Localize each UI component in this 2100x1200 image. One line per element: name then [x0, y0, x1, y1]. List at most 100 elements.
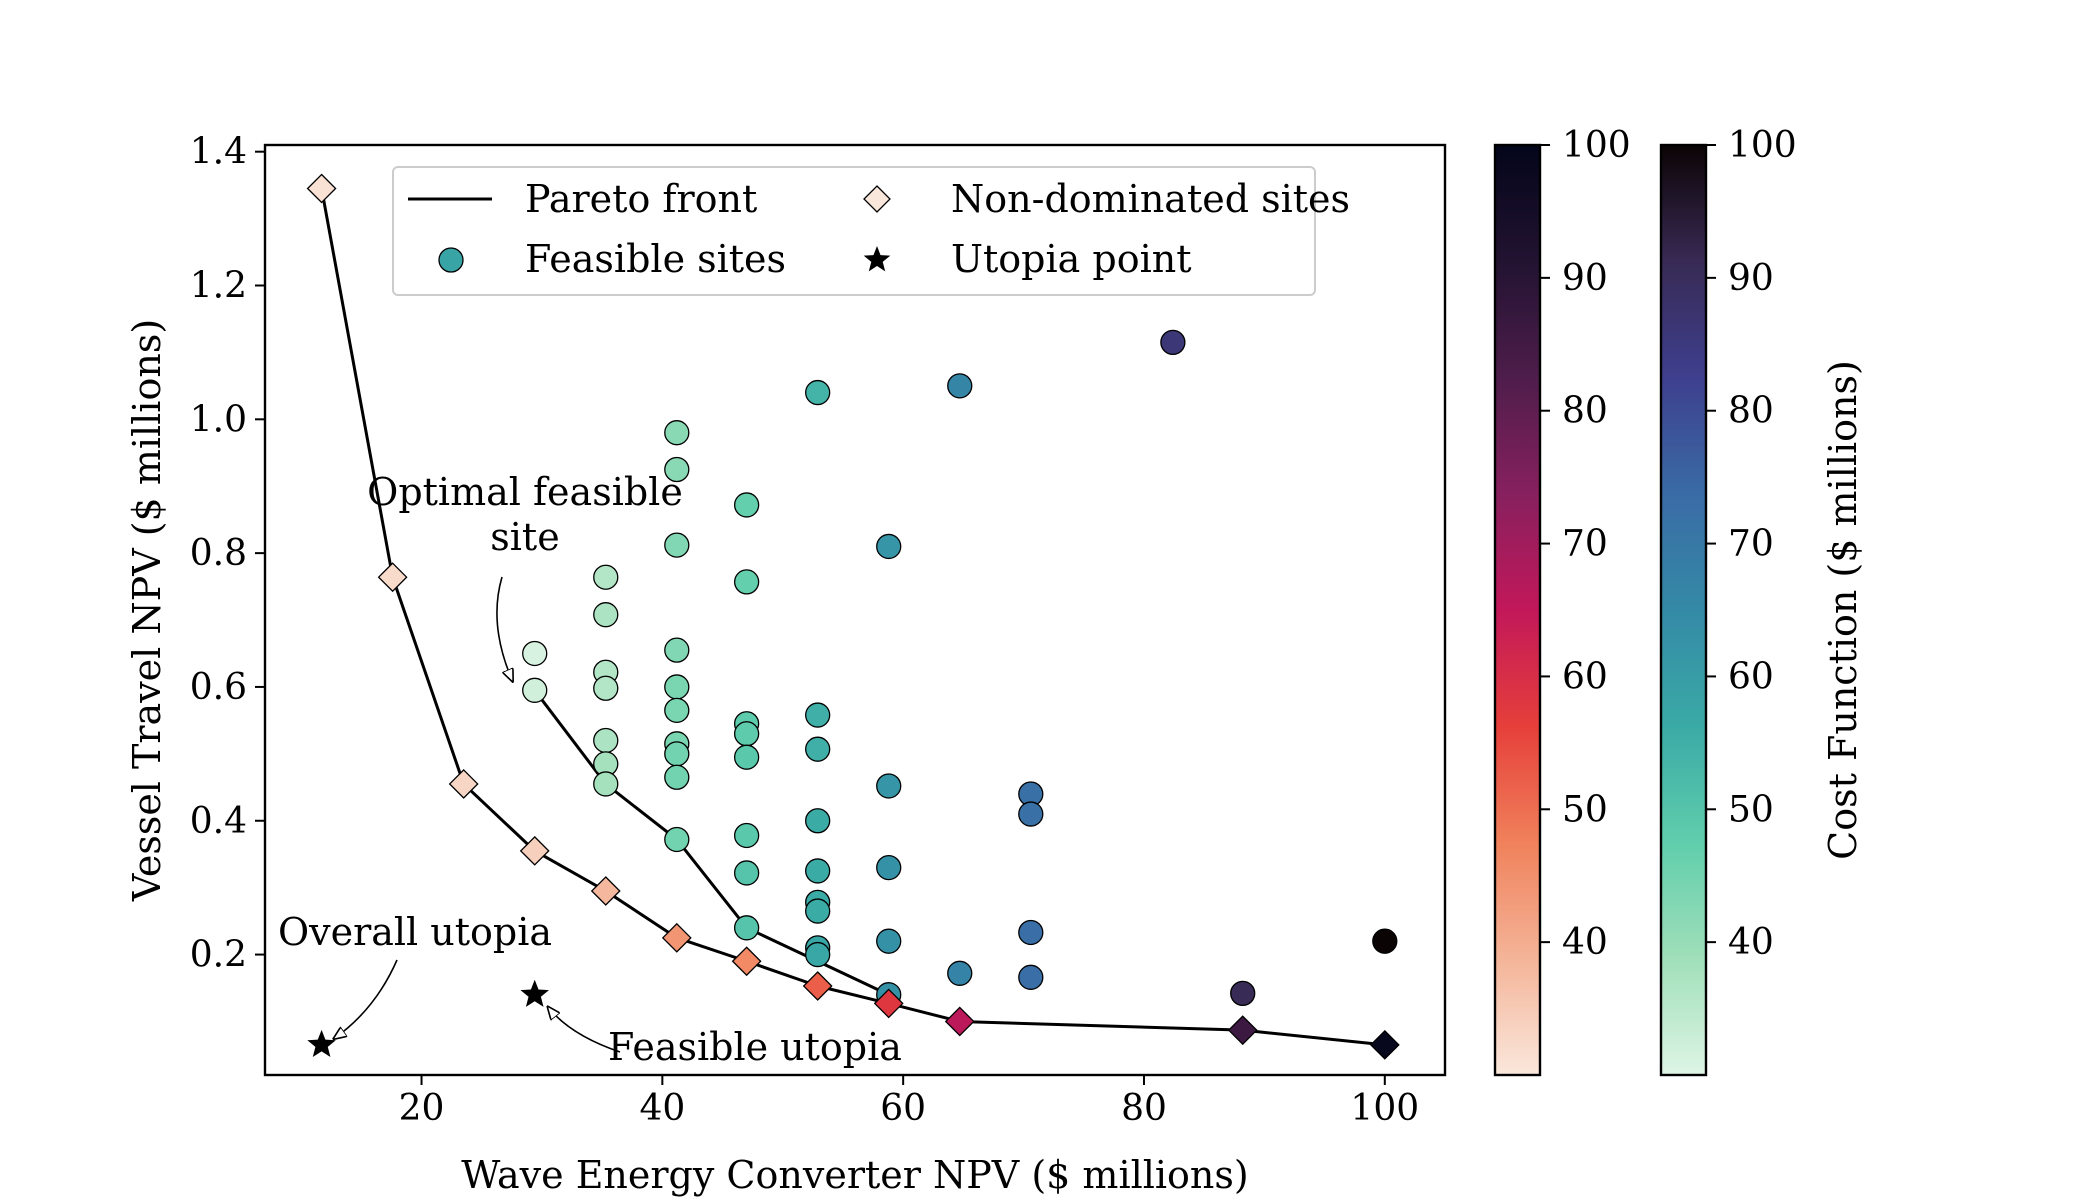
y-axis-title: Vessel Travel NPV ($ millions) — [125, 319, 169, 902]
colorbar-tick-label: 100 — [1728, 125, 1797, 166]
feasible-site-point — [733, 569, 760, 595]
plot-border — [263, 143, 1447, 1077]
feasible-site-point — [876, 773, 902, 799]
colorbar-mako — [1659, 143, 1708, 1077]
feasible-site-point — [733, 492, 760, 518]
legend-label-feasible-sites: Feasible sites — [525, 237, 786, 281]
non-dominated-site-point — [448, 769, 479, 799]
feasible-site-point — [805, 808, 831, 834]
feasible-site-point — [805, 858, 831, 884]
feasible-site-point — [1372, 928, 1398, 954]
y-tick-label: 0.4 — [190, 801, 247, 842]
pareto-front-line — [320, 188, 1385, 1047]
colorbar-tick-label: 50 — [1562, 789, 1608, 830]
feasible-site-point — [733, 721, 760, 747]
legend-label-utopia-point: Utopia point — [951, 237, 1192, 281]
feasible-site-point — [876, 533, 902, 560]
feasible-pareto-line — [533, 689, 890, 997]
utopia-point-star — [520, 979, 549, 1007]
non-dominated-site-point — [731, 946, 762, 977]
feasible-site-point — [876, 854, 902, 881]
legend-diamond-swatch — [863, 185, 891, 213]
feasible-site-point — [805, 736, 831, 762]
colorbar-tick-label: 80 — [1728, 391, 1774, 432]
plot-area — [265, 145, 1445, 1075]
annotation-arrow-overall-utopia — [334, 959, 398, 1039]
feasible-site-point — [805, 941, 831, 968]
y-tick-label: 0.6 — [190, 667, 247, 708]
annotation-optimal-feasible-line1: Optimal feasible — [367, 470, 683, 514]
y-tick-label: 1.2 — [190, 266, 247, 307]
pareto-lines — [320, 188, 1385, 1047]
feasible-site-point — [593, 602, 619, 628]
feasible-site-point — [593, 564, 619, 590]
feasible-site-point — [664, 826, 690, 853]
non-dominated-site-point — [1369, 1029, 1400, 1060]
feasible-site-point — [593, 727, 619, 754]
feasible-site-point — [733, 915, 760, 941]
non-dominated-site-point — [306, 173, 337, 204]
x-tick-label: 20 — [399, 1088, 445, 1129]
non-dominated-site-point — [377, 562, 408, 593]
feasible-site-point — [1160, 329, 1186, 356]
feasible-site-point — [593, 771, 619, 797]
feasible-site-point — [1230, 980, 1256, 1007]
feasible-site-point — [733, 822, 760, 849]
feasible-site-point — [805, 898, 831, 924]
annotation-arrow-feasible-utopia — [548, 1007, 621, 1053]
legend-circle-swatch — [438, 247, 464, 273]
colorbar-tick-label: 40 — [1562, 922, 1608, 963]
non-dominated-site-point — [590, 876, 621, 906]
colorbars: 40 50 60 70 80 90 100 40 50 60 70 80 90 100 Cost Funct… — [1493, 125, 1865, 1077]
colorbar-tick-label: 90 — [1562, 258, 1608, 299]
feasible-site-point — [947, 960, 973, 986]
feasible-site-point — [664, 764, 690, 790]
colorbar-tick-label: 50 — [1728, 789, 1774, 830]
x-axis-title: Wave Energy Converter NPV ($ millions) — [461, 1153, 1248, 1197]
non-dominated-site-point — [519, 835, 550, 866]
feasible-site-point — [664, 741, 690, 767]
non-dominated-site-point — [802, 971, 833, 1001]
feasible-site-point — [876, 928, 902, 954]
x-tick-label: 80 — [1121, 1088, 1167, 1129]
feasible-site-point — [664, 420, 690, 446]
feasible-site-point — [664, 532, 690, 558]
x-tick-label: 60 — [880, 1088, 926, 1129]
feasible-site-point — [805, 379, 831, 406]
colorbar-tick-label: 70 — [1562, 524, 1608, 565]
feasible-site-point — [1018, 801, 1044, 827]
legend-box — [392, 166, 1316, 296]
colorbar-tick-label: 100 — [1562, 125, 1631, 166]
annotation-arrow-optimal-feasible — [496, 576, 513, 682]
feasible-site-point — [947, 373, 973, 399]
feasible-site-point — [522, 677, 548, 703]
feasible-site-point — [522, 640, 548, 667]
legend: Pareto front Non-dominated sites Feasible … — [392, 166, 1350, 296]
x-tick-label: 100 — [1350, 1088, 1419, 1129]
annotation-overall-utopia: Overall utopia — [278, 910, 552, 954]
colorbar-tick-label: 40 — [1728, 922, 1774, 963]
colorbar-tick-label: 60 — [1728, 656, 1774, 697]
annotation-feasible-utopia: Feasible utopia — [608, 1025, 902, 1069]
colorbar-tick-label: 80 — [1562, 391, 1608, 432]
feasible-site-point — [805, 702, 831, 728]
non-dominated-site-point — [944, 1006, 975, 1037]
colorbar-tick-label: 70 — [1728, 524, 1774, 565]
legend-label-pareto-front: Pareto front — [525, 177, 757, 221]
feasible-site-point — [664, 456, 690, 483]
y-tick-label: 0.2 — [190, 935, 247, 976]
annotation-optimal-feasible-line2: site — [490, 515, 559, 559]
colorbar-tick-label: 90 — [1728, 258, 1774, 299]
feasible-site-point — [733, 860, 760, 886]
colorbar-tick-label: 60 — [1562, 656, 1608, 697]
non-dominated-site-point — [873, 988, 904, 1019]
feasible-site-point — [1018, 964, 1044, 990]
non-dominated-site-point — [661, 922, 692, 953]
y-tick-label: 0.8 — [190, 533, 247, 574]
feasible-site-point — [664, 674, 690, 700]
legend-label-non-dominated-sites: Non-dominated sites — [951, 177, 1350, 221]
non-dominated-site-point — [1227, 1015, 1258, 1046]
colorbar-title: Cost Function ($ millions) — [1821, 360, 1865, 860]
